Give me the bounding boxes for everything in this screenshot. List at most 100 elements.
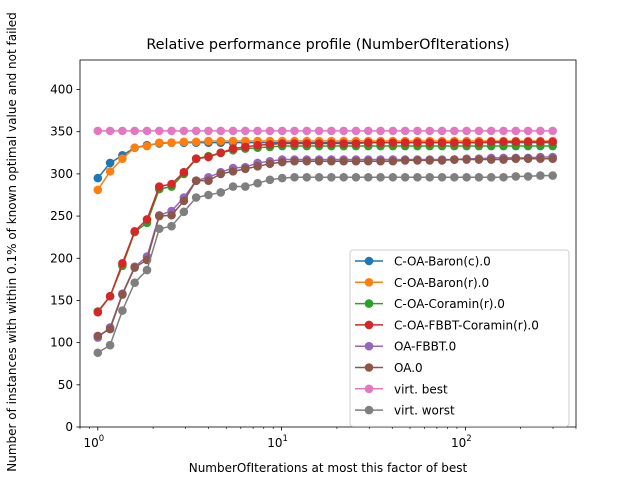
data-point: [228, 136, 238, 146]
data-point: [130, 143, 139, 153]
data-point: [486, 137, 496, 147]
data-point: [191, 176, 201, 185]
data-point: [474, 172, 484, 182]
data-point: [105, 158, 115, 168]
data-point: [351, 172, 361, 182]
legend-label: C-OA-FBBT-Coramin(r).0: [394, 318, 539, 332]
data-point: [228, 182, 238, 191]
data-point: [179, 207, 189, 217]
data-point: [548, 171, 557, 180]
data-point: [499, 172, 508, 182]
axes-frame: [79, 59, 577, 428]
data-point: [179, 137, 189, 147]
data-point: [290, 126, 299, 136]
data-point: [363, 126, 373, 136]
data-point: [400, 138, 410, 147]
y-tick-label: 250: [50, 209, 73, 223]
legend-label: C-OA-Baron(r).0: [394, 276, 489, 290]
data-point: [339, 172, 348, 182]
data-point: [142, 265, 152, 275]
data-point: [351, 126, 361, 136]
data-point: [216, 169, 226, 179]
data-point: [400, 126, 410, 136]
data-point: [437, 172, 447, 182]
data-point: [388, 126, 398, 136]
y-tick-label: 100: [50, 336, 73, 350]
chart-title: Relative performance profile (NumberOfIt…: [146, 37, 509, 53]
series-oa-0: [93, 154, 557, 341]
data-point: [351, 156, 361, 166]
data-point: [425, 138, 435, 147]
data-point: [425, 156, 435, 165]
data-point: [376, 156, 385, 166]
data-point: [154, 126, 164, 136]
y-tick-label: 350: [50, 125, 73, 139]
legend: C-OA-Baron(c).0 C-OA-Baron(r).0 C-OA-Coram…: [349, 249, 570, 427]
legend-marker: [364, 341, 374, 351]
data-point: [548, 154, 557, 164]
data-point: [327, 172, 336, 182]
series-c-oa-fbbt-coramin-r-0: [93, 137, 557, 317]
legend-label: OA-FBBT.0: [394, 340, 456, 354]
data-point: [327, 139, 336, 148]
data-point: [191, 154, 201, 164]
data-point: [228, 126, 238, 136]
data-point: [450, 126, 459, 136]
data-point: [523, 172, 533, 181]
data-point: [118, 259, 127, 268]
data-point: [462, 126, 471, 136]
series-virt-best: [93, 126, 557, 136]
data-point: [118, 154, 127, 164]
data-point: [351, 139, 361, 148]
data-point: [376, 138, 385, 147]
data-point: [462, 138, 471, 147]
data-point: [277, 157, 287, 167]
data-point: [204, 126, 213, 136]
legend-entry-c-oa-baron-c-0: C-OA-Baron(c).0: [355, 255, 491, 269]
data-point: [400, 156, 410, 165]
legend-label: virt. best: [394, 382, 448, 396]
data-point: [191, 126, 201, 136]
data-point: [265, 159, 275, 169]
data-point: [302, 172, 312, 182]
data-point: [486, 172, 496, 182]
data-point: [277, 126, 287, 136]
data-point: [277, 139, 287, 148]
data-point: [216, 148, 226, 158]
data-point: [167, 210, 176, 220]
y-tick-label: 300: [50, 167, 73, 181]
legend-entry-c-oa-baron-r-0: C-OA-Baron(r).0: [355, 276, 489, 290]
data-point: [105, 340, 115, 350]
data-point: [142, 215, 152, 224]
data-point: [523, 137, 533, 147]
data-point: [130, 278, 139, 288]
data-point: [253, 162, 262, 171]
data-point: [241, 182, 250, 191]
data-point: [265, 126, 275, 136]
data-point: [376, 172, 385, 182]
data-point: [216, 188, 226, 197]
data-point: [413, 138, 422, 147]
y-tick-label: 400: [50, 83, 73, 97]
y-tick-label: 50: [58, 378, 73, 392]
data-point: [241, 164, 250, 174]
data-point: [462, 172, 471, 182]
data-point: [536, 171, 545, 180]
y-tick-label: 0: [65, 420, 73, 434]
data-point: [388, 138, 398, 147]
legend-entry-oa-fbbt-0: OA-FBBT.0: [355, 340, 456, 354]
data-point: [93, 307, 103, 317]
data-point: [523, 154, 533, 164]
legend-label: C-OA-Coramin(r).0: [394, 297, 505, 311]
data-point: [228, 144, 238, 153]
data-point: [179, 167, 189, 177]
data-point: [241, 126, 250, 136]
data-point: [302, 126, 312, 136]
data-point: [363, 172, 373, 182]
data-point: [548, 137, 557, 147]
data-point: [253, 140, 262, 150]
y-tick-label: 150: [50, 293, 73, 307]
data-point: [413, 172, 422, 182]
data-point: [105, 291, 115, 301]
data-point: [511, 172, 521, 181]
